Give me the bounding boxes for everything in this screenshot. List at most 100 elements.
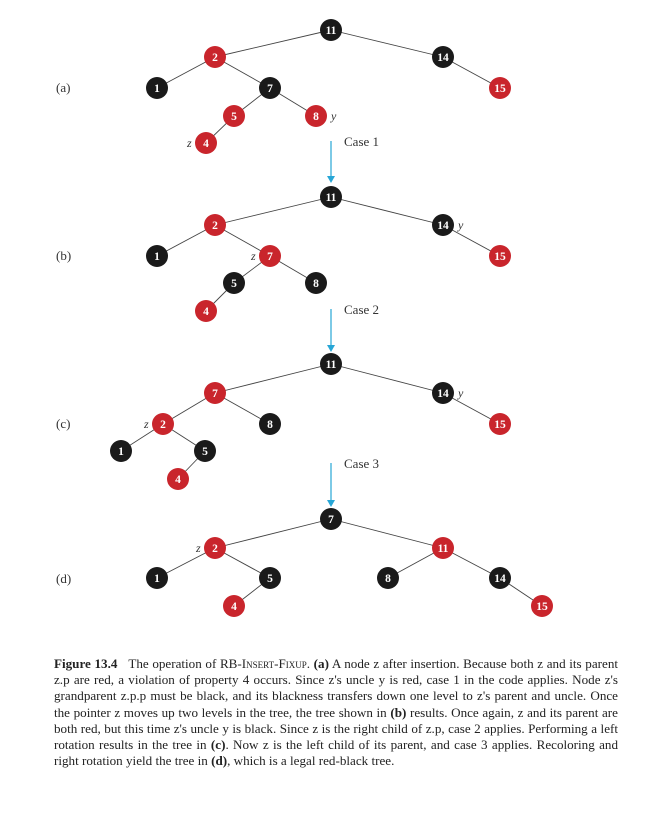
node-key: 8 — [313, 111, 319, 123]
node-key: 2 — [212, 52, 218, 64]
node-key: 14 — [437, 52, 449, 64]
arrow-down-icon — [327, 345, 335, 352]
node-key: 4 — [231, 601, 237, 613]
tree-panel-b: (b) 11 2 14 y 1 7z 15 5 8 4 — [56, 186, 511, 322]
node-key: 8 — [267, 419, 273, 431]
tree-node-15: 15 — [489, 77, 511, 99]
tree-node-8: 8 — [305, 272, 327, 294]
node-key: 15 — [494, 419, 506, 431]
red-node-circle — [489, 245, 511, 267]
tree-node-15: 15 — [489, 413, 511, 435]
figure-caption: Figure 13.4 The operation of RB-Insert-F… — [54, 656, 618, 769]
tree-panel-d: (d)72z 111 5 8 144 15 — [56, 508, 553, 617]
node-key: 15 — [536, 601, 548, 613]
tree-node-15: 15 — [489, 245, 511, 267]
caption-d-label: (d) — [211, 753, 228, 769]
pointer-tag-y: y — [330, 109, 337, 123]
node-key: 2 — [212, 220, 218, 232]
red-node-circle — [195, 132, 217, 154]
black-node-circle — [223, 272, 245, 294]
pointer-tag-z: z — [195, 541, 201, 555]
caption-text-3: A node z after insertion. Because both z… — [54, 656, 619, 720]
tree-node-4: 4 — [195, 300, 217, 322]
node-key: 5 — [231, 278, 237, 290]
black-node-circle — [320, 353, 342, 375]
red-node-circle — [432, 537, 454, 559]
tree-node-2: 2z — [195, 537, 226, 559]
pointer-tag-y: y — [457, 218, 464, 232]
tree-panel-c: (c)117 14 y2z 8 151 54 — [56, 353, 511, 490]
tree-node-14: 14 y — [432, 382, 464, 404]
tree-node-4: 4 — [167, 468, 189, 490]
node-key: 7 — [267, 251, 273, 263]
tree-node-8: 8 — [377, 567, 399, 589]
tree-node-1: 1 — [146, 245, 168, 267]
black-node-circle — [110, 440, 132, 462]
node-key: 7 — [212, 388, 218, 400]
caption-text-6: , which is a legal red-black tree. — [227, 753, 395, 769]
tree-node-14: 14 — [432, 46, 454, 68]
arrow-down-icon — [327, 500, 335, 507]
node-key: 5 — [267, 573, 273, 585]
black-node-circle — [259, 567, 281, 589]
figure-label: Figure 13.4 — [54, 656, 118, 671]
red-node-circle — [223, 595, 245, 617]
red-node-circle — [489, 413, 511, 435]
red-node-circle — [167, 468, 189, 490]
case-label: Case 2 — [344, 302, 379, 317]
node-key: 1 — [154, 251, 160, 263]
black-node-circle — [489, 567, 511, 589]
case-transition-3: Case 3 — [327, 456, 379, 507]
tree-node-14: 14 y — [432, 214, 464, 236]
black-node-circle — [146, 567, 168, 589]
black-node-circle — [320, 19, 342, 41]
red-node-circle — [152, 413, 174, 435]
tree-node-2: 2 — [204, 214, 226, 236]
tree-panel-a: (a) 11 2 14 1 7 15 5 8 y 4z — [56, 19, 511, 154]
node-key: 14 — [437, 220, 449, 232]
red-node-circle — [204, 214, 226, 236]
black-node-circle — [377, 567, 399, 589]
node-key: 15 — [494, 83, 506, 95]
tree-edge — [214, 196, 332, 226]
black-node-circle — [146, 245, 168, 267]
node-key: 14 — [437, 388, 449, 400]
black-node-circle — [320, 508, 342, 530]
red-node-circle — [195, 300, 217, 322]
tree-node-11: 11 — [320, 19, 342, 41]
tree-node-7: 7 — [204, 382, 226, 404]
tree-node-11: 11 — [432, 537, 454, 559]
black-node-circle — [432, 382, 454, 404]
tree-edge — [330, 518, 444, 549]
tree-node-1: 1 — [146, 77, 168, 99]
tree-edge — [214, 363, 332, 394]
node-key: 15 — [494, 251, 506, 263]
case-label: Case 3 — [344, 456, 379, 471]
tree-node-11: 11 — [320, 353, 342, 375]
node-key: 2 — [212, 543, 218, 555]
tree-edge — [330, 363, 444, 394]
tree-node-5: 5 — [259, 567, 281, 589]
tree-node-8: 8 — [259, 413, 281, 435]
tree-node-5: 5 — [223, 105, 245, 127]
red-node-circle — [204, 382, 226, 404]
arrow-down-icon — [327, 176, 335, 183]
case-label: Case 1 — [344, 134, 379, 149]
black-node-circle — [305, 272, 327, 294]
caption-c-label: (c) — [210, 737, 226, 753]
node-key: 4 — [175, 474, 181, 486]
black-node-circle — [146, 77, 168, 99]
node-key: 5 — [231, 111, 237, 123]
node-key: 1 — [154, 573, 160, 585]
tree-node-14: 14 — [489, 567, 511, 589]
black-node-circle — [432, 46, 454, 68]
case-transition-1: Case 1 — [327, 134, 379, 183]
node-key: 7 — [328, 514, 334, 526]
node-key: 11 — [326, 25, 337, 37]
panel-label: (d) — [56, 571, 71, 586]
caption-procedure-name: Insert-Fixup — [241, 656, 307, 671]
node-key: 8 — [313, 278, 319, 290]
panel-label: (c) — [56, 416, 70, 431]
red-node-circle — [204, 46, 226, 68]
